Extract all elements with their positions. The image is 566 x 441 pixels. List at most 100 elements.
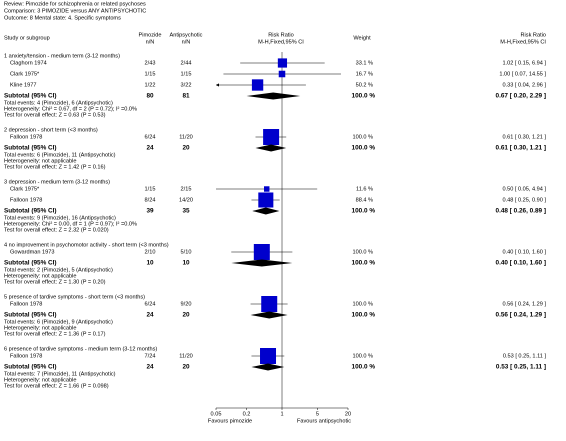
group-note: Total events: 6 (Pimozide), 11 (Antipsyc… [4,152,116,158]
subtotal-antipsychotic: 20 [182,364,190,371]
effect-label: 0.33 [ 0.04, 2.96 ] [502,82,546,88]
weight: 100.0 % [352,353,373,359]
group-note: Heterogeneity: not applicable [4,377,76,383]
study-name: Falloon 1978 [10,197,42,203]
subtotal-diamond [246,92,301,100]
study-square [258,192,274,208]
favours-right: Favours antipsychotic [297,418,351,424]
study-name: Gowardman 1973 [10,249,54,255]
group-note: Total events: 6 (Pimozide), 9 (Antipsych… [4,319,113,325]
weight: 100.0 % [352,301,373,307]
weight: 33.1 % [356,60,373,66]
outcome-line: Outcome: 8 Mental state: 4. Specific sym… [4,15,121,21]
study-name: Falloon 1978 [10,301,42,307]
events-pimozide: 1/15 [145,186,156,192]
events-pimozide: 6/24 [145,134,156,140]
events-antipsychotic: 2/15 [181,186,192,192]
subtotal-diamond [255,144,287,152]
group-note: Test for overall effect: Z = 1.36 (P = 0… [4,331,106,337]
study-name: Clark 1975* [10,186,40,192]
subtotal-pimozide: 24 [146,312,154,319]
subtotal-diamond [251,363,285,371]
ci-arrow [216,83,219,87]
subtotal-effect: 0.67 [ 0.20, 2.29 ] [496,93,546,100]
events-antipsychotic: 1/15 [181,71,192,77]
subtotal-weight: 100.0 % [352,93,376,100]
group-title: 1 anxiety/tension - medium term (3-12 mo… [4,53,120,59]
group-note: Total events: 7 (Pimozide), 11 (Antipsyc… [4,371,116,377]
events-pimozide: 7/24 [145,353,156,359]
column-header: Risk Ratio [268,32,294,38]
x-tick-label: 1 [280,411,283,417]
column-header: n/N [146,39,155,45]
group-note: Heterogeneity: Chi² = 0.67, df = 2 (P = … [4,106,137,112]
effect-label: 1.00 [ 0.07, 14.55 ] [499,71,546,77]
subtotal-pimozide: 10 [146,260,154,267]
subtotal-weight: 100.0 % [352,364,376,371]
subtotal-weight: 100.0 % [352,208,376,215]
group-note: Heterogeneity: not applicable [4,273,76,279]
subtotal-effect: 0.56 [ 0.24, 1.29 ] [496,312,546,319]
events-pimozide: 2/10 [145,249,156,255]
subtotal-weight: 100.0 % [352,260,376,267]
group-title: 5 presence of tardive symptoms - short t… [4,294,145,300]
group-note: Total events: 4 (Pimozide), 6 (Antipsych… [4,100,113,106]
subtotal-pimozide: 24 [146,145,154,152]
subtotal-pimozide: 39 [146,208,154,215]
subtotal-antipsychotic: 20 [182,145,190,152]
subtotal-label: Subtotal (95% CI) [4,364,57,371]
events-pimozide: 1/15 [145,71,156,77]
favours-left: Favours pimozide [208,418,252,424]
effect-label: 1.02 [ 0.15, 6.94 ] [502,60,546,66]
column-header: M-H,Fixed,95% CI [500,39,546,45]
group-note: Test for overall effect: Z = 0.63 (P = 0… [4,112,106,118]
subtotal-weight: 100.0 % [352,145,376,152]
effect-label: 0.48 [ 0.25, 0.90 ] [502,197,546,203]
subtotal-label: Subtotal (95% CI) [4,312,57,319]
study-square [253,244,270,260]
study-name: Kline 1977 [10,82,36,88]
x-tick-label: 0.2 [243,411,251,417]
weight: 100.0 % [352,134,373,140]
study-square [264,186,270,192]
column-header: n/N [182,39,191,45]
group-note: Heterogeneity: not applicable [4,325,76,331]
events-pimozide: 2/43 [145,60,156,66]
review-line: Review: Pimozide for schizophrenia or re… [4,1,146,7]
group-title: 3 depression - medium term (3-12 months) [4,179,110,185]
column-header: Weight [353,35,371,41]
subtotal-antipsychotic: 35 [182,208,190,215]
group-title: 6 presence of tardive symptoms - medium … [4,346,157,352]
x-tick-label: 0.05 [211,411,222,417]
study-square [261,296,278,312]
subtotal-effect: 0.61 [ 0.30, 1.21 ] [496,145,546,152]
subtotal-diamond [231,259,293,267]
events-antipsychotic: 5/10 [181,249,192,255]
group-note: Test for overall effect: Z = 2.32 (P = 0… [4,227,109,233]
weight: 50.2 % [356,82,373,88]
group-title: 4 no improvement in psychomotor activity… [4,242,169,248]
subtotal-diamond [252,207,280,215]
group-note: Total events: 9 (Pimozide), 16 (Antipsyc… [4,215,116,221]
column-header: Risk Ratio [521,32,547,38]
subtotal-antipsychotic: 10 [182,260,190,267]
subtotal-pimozide: 24 [146,364,154,371]
effect-label: 0.53 [ 0.25, 1.11 ] [503,353,547,359]
study-name: Falloon 1978 [10,134,42,140]
study-square [260,348,277,364]
study-name: Falloon 1978 [10,353,42,359]
effect-label: 0.50 [ 0.05, 4.94 ] [502,186,546,192]
events-antipsychotic: 3/22 [181,82,192,88]
subtotal-effect: 0.53 [ 0.25, 1.11 ] [496,364,546,371]
events-antipsychotic: 14/20 [179,197,193,203]
effect-label: 0.56 [ 0.24, 1.29 ] [502,301,546,307]
subtotal-effect: 0.48 [ 0.26, 0.89 ] [496,208,546,215]
subtotal-label: Subtotal (95% CI) [4,208,57,215]
subtotal-diamond [250,311,288,319]
column-header: M-H,Fixed,95% CI [258,39,304,45]
x-tick-label: 20 [345,411,351,417]
subtotal-antipsychotic: 81 [182,93,190,100]
study-square [251,79,264,91]
column-header: Study or subgroup [4,35,50,41]
column-header: Antipsychotic [170,32,203,38]
